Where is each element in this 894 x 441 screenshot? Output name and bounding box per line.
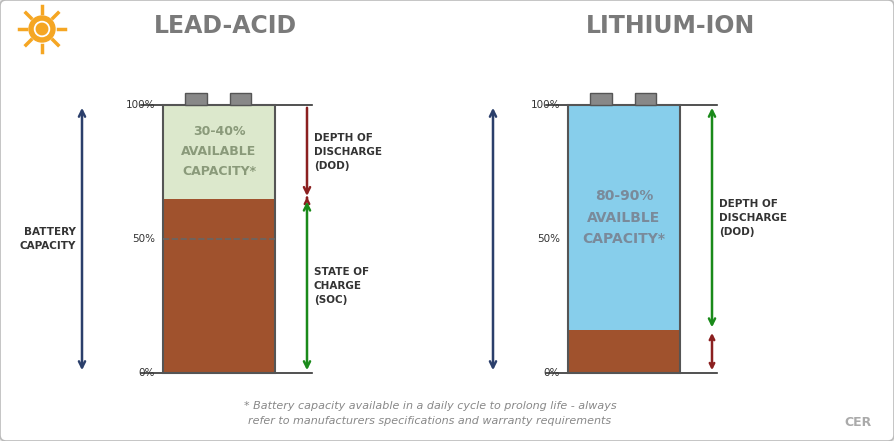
Bar: [163, 105, 275, 373]
Bar: [163, 105, 275, 199]
Bar: [636, 93, 656, 105]
Text: DEPTH OF
DISCHARGE
(DOD): DEPTH OF DISCHARGE (DOD): [719, 198, 787, 236]
Text: 100%: 100%: [125, 100, 155, 110]
Bar: [590, 93, 611, 105]
Text: 30-40%
AVAILABLE
CAPACITY*: 30-40% AVAILABLE CAPACITY*: [181, 125, 257, 179]
Circle shape: [35, 22, 49, 37]
Text: refer to manufacturers specifications and warranty requirements: refer to manufacturers specifications an…: [249, 416, 611, 426]
Text: * Battery capacity available in a daily cycle to prolong life - always: * Battery capacity available in a daily …: [244, 401, 616, 411]
Text: LITHIUM-ION: LITHIUM-ION: [586, 14, 755, 38]
Text: STATE OF
CHARGE
(SOC): STATE OF CHARGE (SOC): [314, 267, 369, 305]
Text: DEPTH OF
DISCHARGE
(DOD): DEPTH OF DISCHARGE (DOD): [314, 133, 382, 171]
Text: 0%: 0%: [139, 368, 155, 378]
Text: 50%: 50%: [537, 234, 560, 244]
Circle shape: [29, 16, 55, 42]
Bar: [163, 199, 275, 373]
Text: 80-90%
AVAILBLE
CAPACITY*: 80-90% AVAILBLE CAPACITY*: [583, 189, 665, 246]
Text: 0%: 0%: [544, 368, 560, 378]
Text: CER: CER: [844, 416, 872, 430]
Bar: [230, 93, 251, 105]
Bar: [568, 330, 680, 373]
Text: BATTERY
CAPACITY: BATTERY CAPACITY: [20, 227, 76, 251]
Circle shape: [37, 23, 47, 35]
Bar: [568, 105, 680, 373]
Bar: [185, 93, 207, 105]
Text: 50%: 50%: [132, 234, 155, 244]
Text: 100%: 100%: [530, 100, 560, 110]
Bar: [568, 105, 680, 330]
Text: LEAD-ACID: LEAD-ACID: [154, 14, 297, 38]
